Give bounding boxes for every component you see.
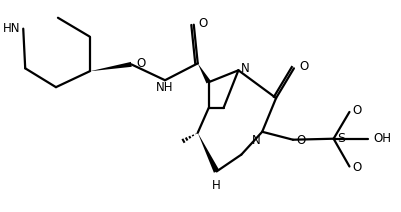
Text: S: S xyxy=(337,132,345,145)
Polygon shape xyxy=(197,133,219,173)
Text: OH: OH xyxy=(372,132,390,145)
Text: N: N xyxy=(251,134,259,147)
Polygon shape xyxy=(89,62,132,71)
Text: HN: HN xyxy=(3,22,20,35)
Text: O: O xyxy=(198,17,207,30)
Text: O: O xyxy=(352,105,361,117)
Text: O: O xyxy=(298,60,307,73)
Text: O: O xyxy=(295,134,304,147)
Text: O: O xyxy=(352,161,361,174)
Text: N: N xyxy=(241,62,249,75)
Text: O: O xyxy=(136,57,145,70)
Text: NH: NH xyxy=(156,81,173,94)
Polygon shape xyxy=(197,63,210,84)
Text: H: H xyxy=(212,179,221,192)
